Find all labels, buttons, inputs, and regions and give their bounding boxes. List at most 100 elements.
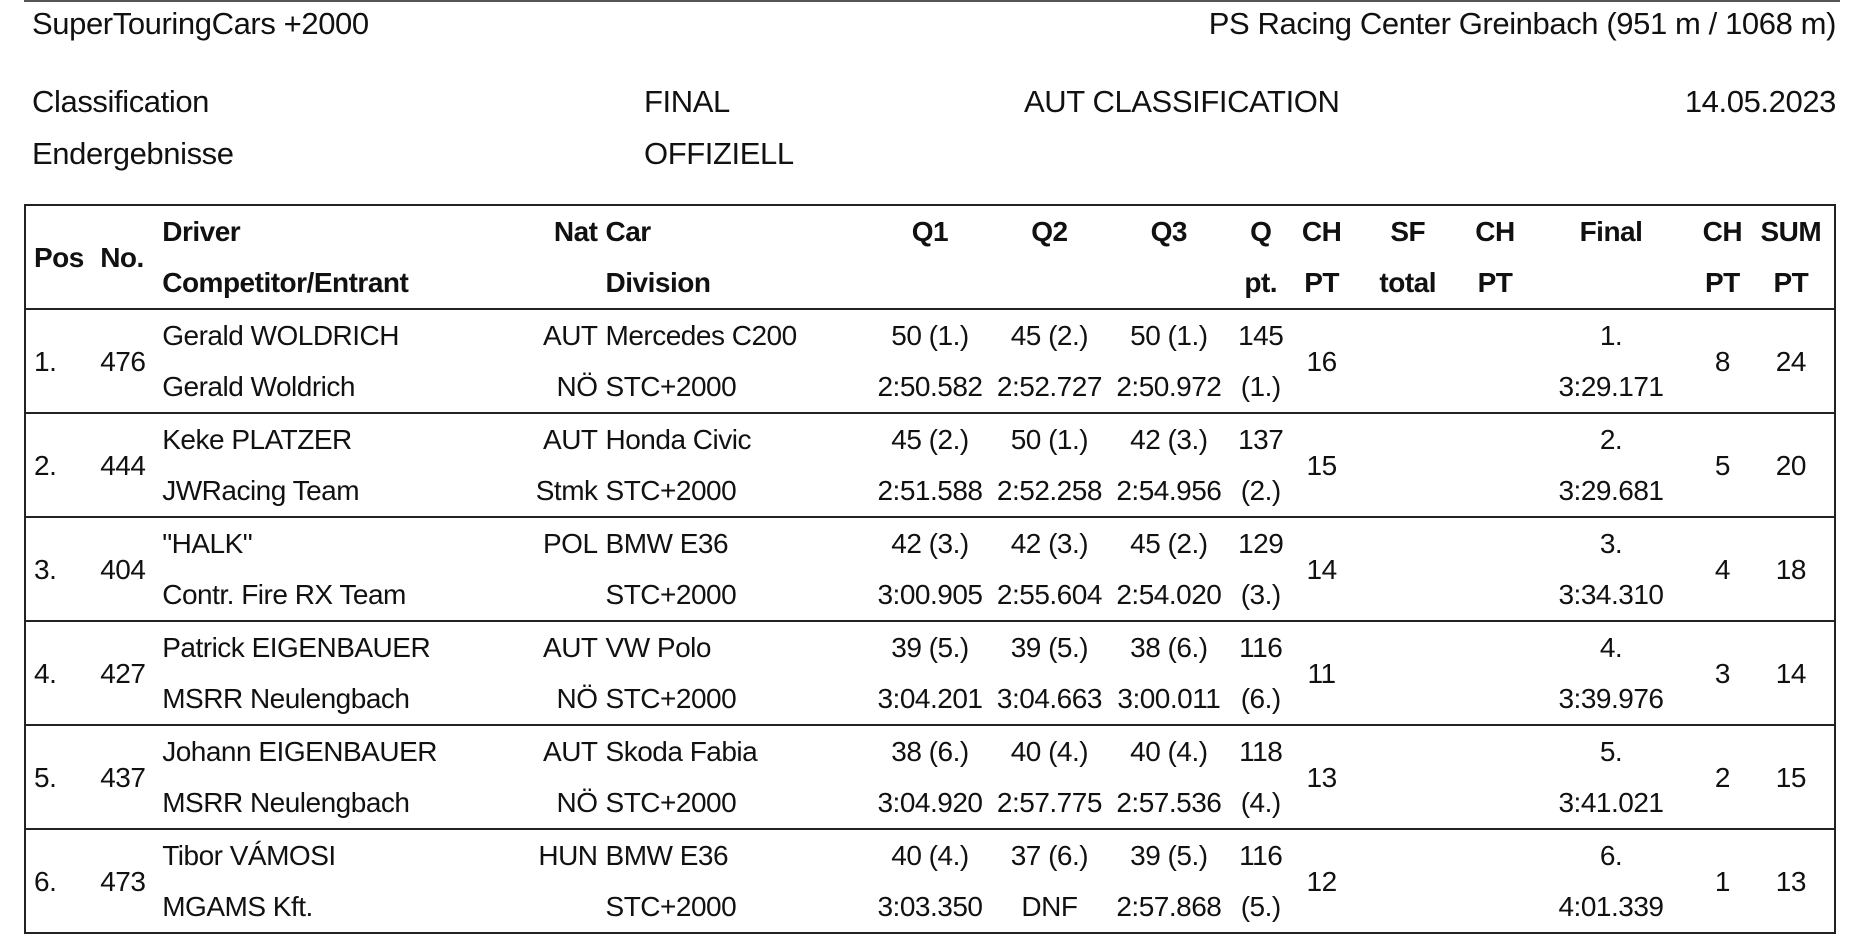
col-car: Car xyxy=(605,216,652,247)
region: NÖ xyxy=(556,371,598,402)
q3-points: 45 (2.) xyxy=(1130,528,1208,559)
car-number: 404 xyxy=(100,553,146,585)
car-number: 473 xyxy=(100,865,146,897)
driver-name: Keke PLATZER xyxy=(162,424,352,455)
q2-time: DNF xyxy=(1021,891,1078,922)
q3-time: 2:50.972 xyxy=(1116,371,1222,402)
event-date: 14.05.2023 xyxy=(1684,84,1837,119)
nationality: AUT xyxy=(543,736,598,767)
q1-time: 2:50.582 xyxy=(877,371,983,402)
position: 6. xyxy=(34,865,57,897)
table-row: 4. 427 Patrick EIGENBAUER AUT VW Polo 39 (5.)… xyxy=(25,621,1835,725)
competitor-name: JWRacing Team xyxy=(162,475,360,506)
final-position: 2. xyxy=(1599,424,1623,455)
col-ch-final-bottom: PT xyxy=(1705,267,1740,298)
sf-total xyxy=(1350,517,1465,621)
classification-type: AUT CLASSIFICATION xyxy=(1024,84,1340,119)
q3-time: 2:54.956 xyxy=(1116,475,1222,506)
col-final-sub xyxy=(1525,257,1697,309)
car-number: 437 xyxy=(100,761,146,793)
q2-points: 40 (4.) xyxy=(1010,736,1089,767)
q1-points: 45 (2.) xyxy=(891,424,969,455)
nationality: AUT xyxy=(543,320,598,351)
q1-points: 42 (3.) xyxy=(891,528,969,559)
sf-total xyxy=(1350,829,1465,933)
q1-points: 38 (6.) xyxy=(891,736,969,767)
qualifying-points: 137 xyxy=(1238,424,1284,455)
ch-points-final: 5 xyxy=(1714,449,1731,481)
car-number: 427 xyxy=(100,657,146,689)
col-nat: Nat xyxy=(553,216,598,247)
results-table: Pos No. Driver Nat Car Q1 Q2 Q3 Q CH SF … xyxy=(24,204,1836,934)
car-model: BMW E36 xyxy=(605,840,729,871)
q2-time: 2:52.258 xyxy=(996,475,1103,506)
ch-points-sf xyxy=(1465,621,1525,725)
sf-total xyxy=(1350,413,1465,517)
nationality: AUT xyxy=(543,632,598,663)
driver-name: "HALK" xyxy=(162,528,253,559)
col-sum-bottom: PT xyxy=(1773,267,1809,298)
col-sf-total-top: SF xyxy=(1390,216,1426,247)
q1-time: 3:04.201 xyxy=(877,683,983,714)
ch-points-final: 2 xyxy=(1714,761,1731,793)
final-time: 3:29.171 xyxy=(1558,371,1664,402)
col-region xyxy=(487,257,602,309)
q1-time: 3:00.905 xyxy=(877,579,983,610)
qualifying-points: 145 xyxy=(1238,320,1284,351)
nationality: HUN xyxy=(538,840,598,871)
col-q1: Q1 xyxy=(911,216,949,247)
qualifying-rank: (6.) xyxy=(1240,683,1282,714)
qualifying-rank: (2.) xyxy=(1240,475,1282,506)
sum-points: 15 xyxy=(1775,761,1807,793)
col-sf-total-bottom: total xyxy=(1379,267,1437,298)
car-number: 476 xyxy=(100,345,146,377)
sum-points: 14 xyxy=(1775,657,1807,689)
q1-points: 40 (4.) xyxy=(891,840,969,871)
q3-points: 38 (6.) xyxy=(1130,632,1208,663)
final-time: 3:34.310 xyxy=(1558,579,1664,610)
q2-time: 2:55.604 xyxy=(996,579,1103,610)
col-q3-sub xyxy=(1109,257,1228,309)
table-row: 6. 473 Tibor VÁMOSI HUN BMW E36 40 (4.) 37 (6.… xyxy=(25,829,1835,933)
col-sum-top: SUM xyxy=(1760,216,1822,247)
ch-points-qualifying: 13 xyxy=(1306,761,1338,793)
car-model: VW Polo xyxy=(605,632,712,663)
table-header: Pos No. Driver Nat Car Q1 Q2 Q3 Q CH SF … xyxy=(25,205,1835,309)
col-q-pt-bottom: pt. xyxy=(1244,267,1278,298)
final-position: 1. xyxy=(1599,320,1623,351)
q3-time: 2:54.020 xyxy=(1116,579,1222,610)
region xyxy=(487,881,602,933)
ch-points-final: 3 xyxy=(1714,657,1731,689)
classification-title-en: Classification xyxy=(32,84,210,119)
col-pos: Pos xyxy=(34,241,84,273)
q2-time: 2:57.775 xyxy=(996,787,1103,818)
qualifying-points: 129 xyxy=(1238,528,1284,559)
ch-points-sf xyxy=(1465,413,1525,517)
competitor-name: MGAMS Kft. xyxy=(162,891,313,922)
q1-points: 50 (1.) xyxy=(891,320,969,351)
col-q3: Q3 xyxy=(1150,216,1188,247)
qualifying-rank: (3.) xyxy=(1240,579,1282,610)
ch-points-sf xyxy=(1465,829,1525,933)
table-row: 1. 476 Gerald WOLDRICH AUT Mercedes C200 50 (… xyxy=(25,309,1835,413)
sum-points: 24 xyxy=(1775,345,1807,377)
division: STC+2000 xyxy=(605,891,737,922)
stage-label: FINAL xyxy=(644,84,730,119)
q3-points: 50 (1.) xyxy=(1130,320,1208,351)
competitor-name: Contr. Fire RX Team xyxy=(162,579,406,610)
q1-time: 2:51.588 xyxy=(877,475,983,506)
car-model: Mercedes C200 xyxy=(605,320,798,351)
division: STC+2000 xyxy=(605,475,737,506)
division: STC+2000 xyxy=(605,371,737,402)
col-q2-sub xyxy=(990,257,1109,309)
venue-name: PS Racing Center Greinbach (951 m / 1068… xyxy=(1208,6,1837,41)
driver-name: Patrick EIGENBAUER xyxy=(162,632,431,663)
col-no: No. xyxy=(100,241,144,273)
sf-total xyxy=(1350,621,1465,725)
q3-points: 40 (4.) xyxy=(1130,736,1208,767)
competitor-name: MSRR Neulengbach xyxy=(162,787,410,818)
q2-points: 39 (5.) xyxy=(1010,632,1089,663)
ch-points-qualifying: 15 xyxy=(1306,449,1338,481)
q2-points: 50 (1.) xyxy=(1010,424,1089,455)
col-competitor: Competitor/Entrant xyxy=(162,267,409,298)
